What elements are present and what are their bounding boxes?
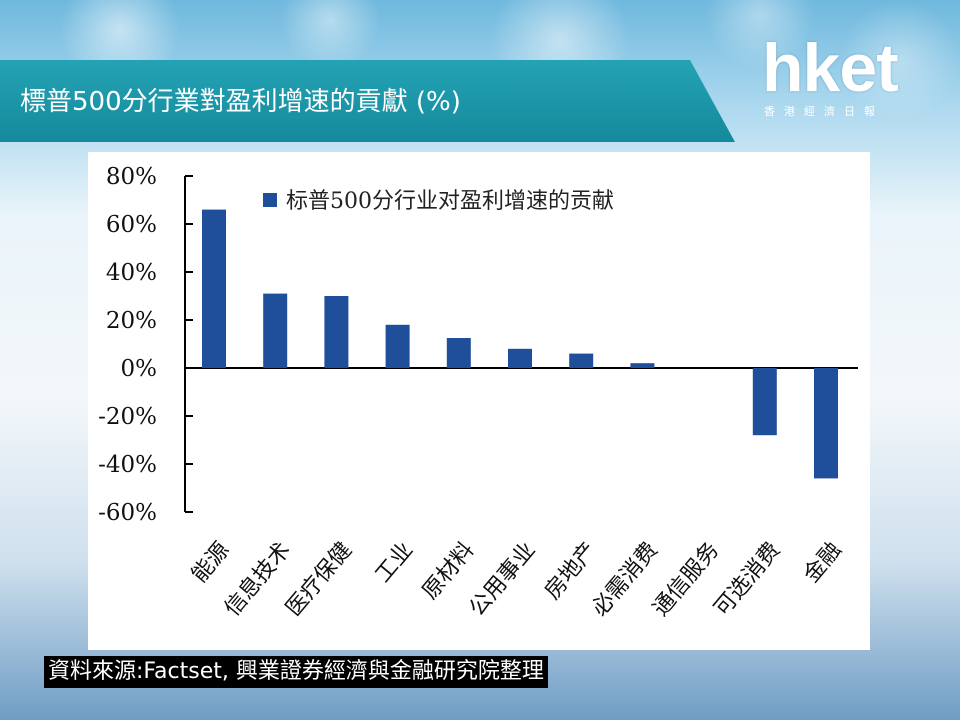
x-tick-label: 工业 (371, 538, 418, 588)
y-tick-label: 60% (106, 212, 157, 238)
x-tick-label: 房地产 (540, 538, 602, 605)
y-tick-label: -40% (98, 452, 157, 478)
logo-subtitle: 香港經濟日報 (764, 105, 884, 118)
legend-label: 标普500分行业对盈利增速的贡献 (286, 189, 614, 214)
bar (814, 368, 838, 479)
x-tick-label: 金融 (799, 538, 846, 588)
bar (324, 296, 349, 368)
logo-wordmark: hket (762, 30, 899, 106)
y-tick-label: -60% (98, 500, 157, 526)
y-tick-label: 80% (106, 164, 157, 190)
hket-logo: hket 香港經濟日報 (762, 30, 922, 126)
legend-swatch (263, 193, 277, 207)
y-tick-label: 0% (121, 356, 158, 382)
bar (508, 348, 532, 368)
bar (569, 353, 594, 368)
bar (202, 209, 226, 368)
bar (263, 293, 288, 368)
y-tick-label: -20% (98, 404, 157, 430)
bar (385, 324, 410, 368)
x-tick-label: 公用事业 (465, 538, 541, 621)
title-banner (0, 60, 735, 142)
bars (202, 209, 838, 479)
x-tick-label: 可选消费 (710, 538, 786, 621)
legend: 标普500分行业对盈利增速的贡献 (263, 189, 614, 214)
slide-title: 標普500分行業對盈利增速的貢獻 (%) (20, 87, 461, 117)
bar-chart: 80% 60% 40% 20% 0% -20% -40% -60% 能源信息技术医疗保健 工业原… (98, 164, 858, 621)
y-axis: 80% 60% 40% 20% 0% -20% -40% -60% (98, 164, 858, 526)
bar (446, 338, 471, 368)
chart-panel: 80% 60% 40% 20% 0% -20% -40% -60% 能源 信息技术 医疗保健 工业原… (88, 152, 870, 650)
bar (752, 368, 777, 436)
source-note: 資料來源:Factset, 興業證券經濟與金融研究院整理 (44, 656, 548, 688)
x-tick-label: 原材料 (418, 538, 480, 605)
bar (630, 363, 655, 368)
y-tick-label: 20% (106, 308, 157, 334)
x-tick-label: 医疗保健 (281, 538, 357, 621)
y-tick-label: 40% (106, 260, 157, 286)
x-tick-label: 能源 (187, 538, 234, 588)
